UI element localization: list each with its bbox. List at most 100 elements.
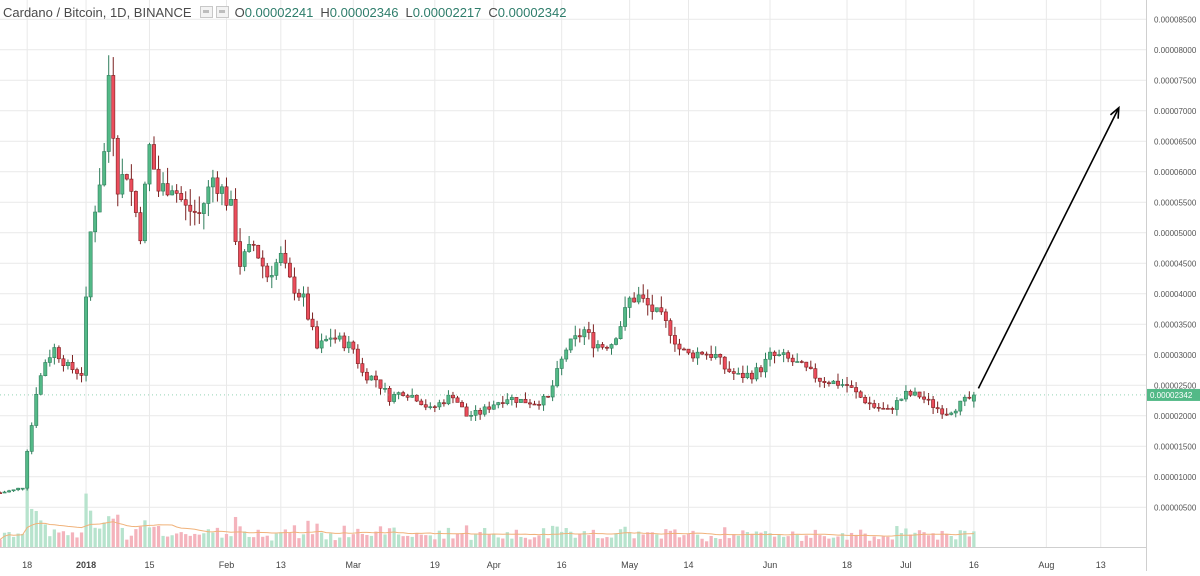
volume-bar [922,532,926,547]
candle [790,357,795,363]
volume-bar [691,530,695,547]
volume-bar [963,530,967,547]
volume-bar [831,537,836,547]
candle [278,252,283,263]
price-tick-label: 0.00005000 [1154,229,1197,238]
format-icon[interactable] [215,6,229,18]
candle [405,395,410,398]
volume-bar [600,538,605,547]
volume-bar [510,538,514,547]
volume-bar [723,527,727,547]
volume-bar [333,540,337,547]
candle [111,75,116,139]
volume-bar [469,539,473,547]
volume-bar [822,536,827,547]
volume-bar [537,535,541,547]
volume-bar [310,534,315,547]
volume-bar [0,539,2,547]
symbol-title[interactable]: Cardano / Bitcoin, 1D, BINANCE [3,4,192,20]
candle [133,191,138,213]
candle [876,407,881,409]
volume-bar [614,533,618,547]
candle [129,178,134,192]
volume-bar [868,540,872,547]
volume-bar [659,538,663,547]
time-tick-label: Jul [900,560,912,570]
candle [546,395,551,398]
candle [677,343,682,350]
volume-bar [627,532,632,547]
candle [609,344,614,349]
time-tick-label: 13 [276,560,286,570]
candle [451,394,455,399]
candle [713,354,718,358]
candle [849,385,854,388]
candle [822,380,827,383]
candle [645,298,650,306]
candle [768,351,772,360]
volume-bar [795,534,799,547]
candle [962,396,967,402]
volume-bar [125,539,129,547]
volume-bar [387,528,392,547]
volume-bar [102,522,106,547]
candle [577,335,582,338]
volume-bar [88,510,93,547]
candle [700,351,705,355]
volume-bar [188,535,192,547]
volume-bar [560,531,564,547]
candle [682,348,686,351]
volume-bar [48,536,52,547]
volume-bar [582,531,586,547]
arrow-shaft [977,107,1120,389]
volume-bar [618,529,623,547]
volume-bar [954,539,958,547]
candle [967,396,972,399]
candle [188,204,193,212]
time-axis[interactable]: 18 2018 15 Feb 13 Mar 19 Apr 16 May 14 Jun 18 Jul 16 Au… [0,547,1146,571]
candle [287,262,292,278]
candle [106,75,111,152]
ohlc-open: O0.00002241 [234,4,314,20]
candle [632,297,637,303]
candle [605,346,609,349]
candle [614,338,618,345]
candle [441,402,446,405]
volume-bar [446,527,451,547]
volume-bar [261,536,265,547]
candle [890,408,895,410]
volume-bar [496,537,500,547]
volume-bar [854,534,858,547]
volume-bar [415,533,419,547]
candle [396,392,401,395]
candle [392,394,397,402]
candle [319,340,324,349]
volume-bar [220,537,224,547]
candle [210,177,215,188]
candle [464,406,469,417]
candle [618,326,623,340]
candle [360,363,365,373]
candle [328,337,333,340]
volume-bar [329,533,333,547]
settings-icon[interactable] [199,6,213,18]
volume-bar [120,527,124,547]
volume-bar [967,536,971,547]
volume-bar [714,538,718,547]
candle [346,341,351,349]
candle [971,394,976,402]
candle [727,368,732,372]
volume-bar [30,508,34,547]
candle [333,337,338,340]
candle [233,199,238,242]
candle [2,491,7,494]
candle [11,489,16,492]
candle [482,406,487,415]
candle [709,354,714,358]
volume-bar [895,526,899,547]
volume-bar [664,529,668,547]
price-tick-label: 0.00001500 [1154,442,1197,451]
